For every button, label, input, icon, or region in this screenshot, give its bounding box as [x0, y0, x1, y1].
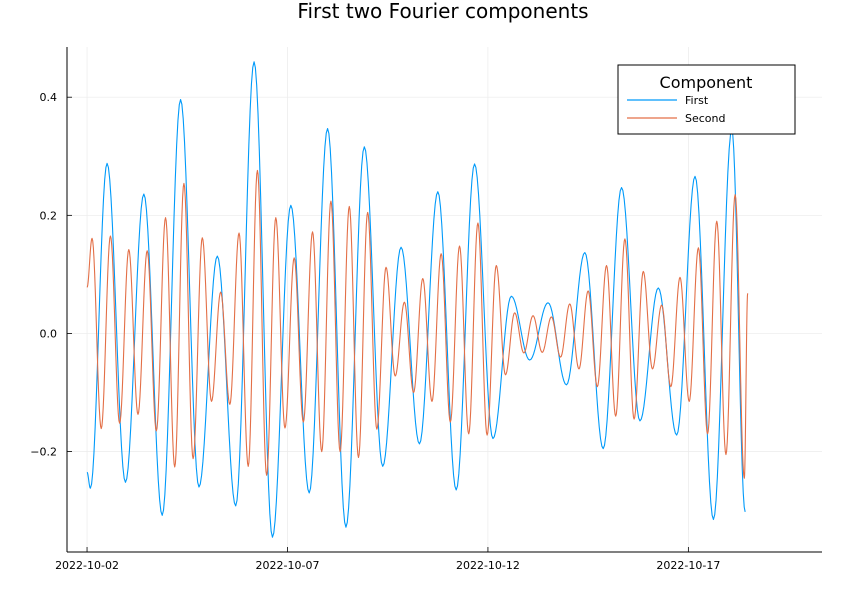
x-tick-label: 2022-10-02 — [55, 559, 119, 572]
y-tick-label: 0.0 — [40, 327, 58, 340]
legend: Component First Second — [617, 64, 796, 135]
legend-label-second: Second — [685, 112, 725, 125]
x-tick-label: 2022-10-17 — [656, 559, 720, 572]
y-tick-label: −0.2 — [30, 446, 57, 459]
x-tick-label: 2022-10-07 — [256, 559, 320, 572]
x-tick-label: 2022-10-12 — [456, 559, 520, 572]
series-line-second — [86, 169, 749, 479]
series-line-first — [86, 61, 746, 538]
series-layer — [86, 61, 749, 538]
legend-title: Component — [660, 73, 753, 92]
y-tick-label: 0.2 — [40, 209, 58, 222]
y-tick-label: 0.4 — [40, 91, 58, 104]
legend-label-first: First — [685, 94, 709, 107]
chart-title: First two Fourier components — [297, 0, 588, 23]
axes: 2022-10-02 2022-10-07 2022-10-12 2022-10-17… — [30, 47, 822, 572]
